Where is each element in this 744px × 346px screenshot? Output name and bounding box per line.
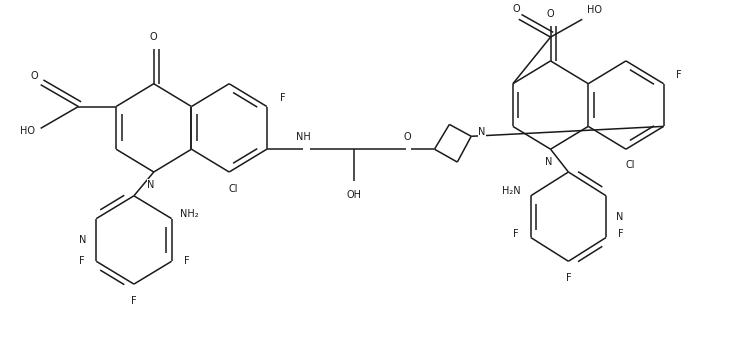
Text: F: F bbox=[618, 228, 623, 238]
Text: F: F bbox=[280, 93, 286, 103]
Text: F: F bbox=[676, 70, 682, 80]
Text: F: F bbox=[565, 273, 571, 283]
Text: NH₂: NH₂ bbox=[179, 209, 198, 219]
Text: O: O bbox=[30, 71, 38, 81]
Text: Cl: Cl bbox=[625, 160, 635, 170]
Text: HO: HO bbox=[587, 5, 602, 15]
Text: N: N bbox=[545, 157, 552, 167]
Text: F: F bbox=[184, 256, 189, 266]
Text: F: F bbox=[79, 256, 84, 266]
Text: Cl: Cl bbox=[228, 184, 238, 194]
Text: O: O bbox=[404, 132, 411, 142]
Text: F: F bbox=[513, 228, 519, 238]
Text: N: N bbox=[616, 212, 623, 222]
Text: O: O bbox=[547, 9, 554, 19]
Text: O: O bbox=[150, 32, 158, 42]
Text: O: O bbox=[512, 4, 519, 14]
Text: NH: NH bbox=[296, 132, 311, 142]
Text: N: N bbox=[478, 127, 486, 137]
Text: N: N bbox=[147, 180, 155, 190]
Text: H₂N: H₂N bbox=[502, 186, 521, 196]
Text: OH: OH bbox=[347, 190, 362, 200]
Text: N: N bbox=[79, 235, 86, 245]
Text: F: F bbox=[131, 296, 137, 306]
Text: HO: HO bbox=[20, 126, 35, 136]
